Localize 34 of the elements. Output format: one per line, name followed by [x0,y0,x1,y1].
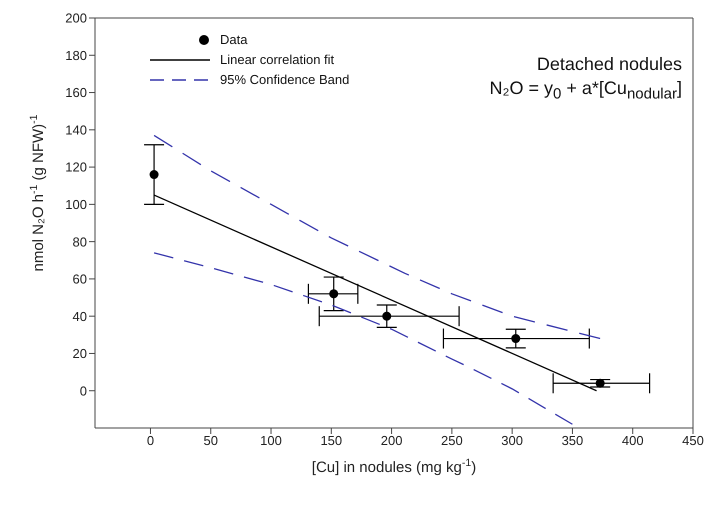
x-tick-label: 300 [501,433,524,448]
x-axis-title: [Cu] in nodules (mg kg$^{-1}$) [312,457,476,476]
x-tick-label: 450 [682,433,704,448]
x-tick-label: 400 [622,433,644,448]
annotation: Detached nodules [536,53,682,76]
point [596,378,605,388]
x-tick-label: 200 [380,433,402,448]
x-tick-label: 50 [204,433,218,448]
y-tick-label: 60 [72,272,87,287]
x-tick-label: 350 [562,433,584,448]
line-series [153,252,574,425]
legend-label: Linear correlation fit [220,51,334,69]
y-tick-label: 80 [72,234,87,250]
y-tick-label: 160 [65,85,87,100]
y-tick-label: 180 [65,48,87,63]
legend-label: 95% Confidence Band [220,71,350,89]
x-tick-label: 0 [146,433,154,448]
y-tick-label: 200 [65,10,87,26]
annotation: N₂O = y$_{0}$ + a*[Cu$_{nodular}$] [490,77,682,105]
point [382,312,392,321]
y-tick-label: 20 [72,346,87,362]
legend-label: Data [220,31,248,49]
y-tick-label: 40 [72,308,87,324]
point [511,334,520,344]
y-tick-label: 120 [65,160,87,175]
x-tick-label: 150 [320,433,342,448]
line-series [153,134,601,340]
point [329,289,338,298]
y-tick-label: 0 [80,383,87,398]
point [150,170,159,180]
y-tick-label: 140 [65,122,87,138]
x-tick-label: 100 [260,433,282,448]
y-tick-label: 100 [65,196,87,212]
x-tick-label: 250 [441,433,463,448]
